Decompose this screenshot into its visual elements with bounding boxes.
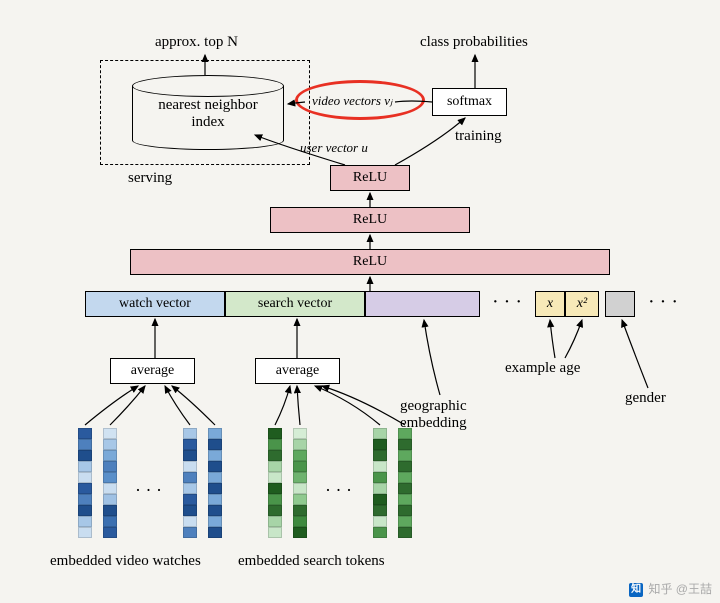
diagram-root: approx. top N class probabilities servin… <box>0 0 720 603</box>
embedding-column <box>373 428 387 538</box>
embedding-column <box>293 428 307 538</box>
emb-dots-2: · · · <box>325 480 352 501</box>
highlight-ellipse <box>295 80 425 120</box>
watermark-text: 知乎 @王喆 <box>648 582 712 596</box>
relu-3: ReLU <box>130 249 610 275</box>
softmax-label: softmax <box>447 94 492 110</box>
embedding-column <box>208 428 222 538</box>
embedding-column <box>398 428 412 538</box>
class-prob-label: class probabilities <box>420 34 528 51</box>
average-1-label: average <box>131 363 175 379</box>
nn-index-cylinder: nearest neighbor index <box>132 75 284 150</box>
nn-index-label: nearest neighbor index <box>132 97 284 131</box>
embedding-column <box>183 428 197 538</box>
relu-1: ReLU <box>330 165 410 191</box>
embedding-column <box>103 428 117 538</box>
relu-3-label: ReLU <box>353 254 387 270</box>
watch-vector-label: watch vector <box>119 296 191 312</box>
dots-2: · · · <box>648 291 678 314</box>
x2-box: x² <box>565 291 599 317</box>
average-2-label: average <box>276 363 320 379</box>
geo-label: geographic embedding <box>400 398 467 432</box>
zhihu-icon: 知 <box>629 583 643 597</box>
gender-label: gender <box>625 390 666 407</box>
search-vector-label: search vector <box>258 296 332 312</box>
geo-box <box>365 291 480 317</box>
average-1: average <box>110 358 195 384</box>
emb-video-label: embedded video watches <box>50 553 201 570</box>
relu-2: ReLU <box>270 207 470 233</box>
training-label: training <box>455 128 502 145</box>
embedding-column <box>268 428 282 538</box>
embedding-column <box>78 428 92 538</box>
gender-box <box>605 291 635 317</box>
emb-search-label: embedded search tokens <box>238 553 385 570</box>
search-vector-box: search vector <box>225 291 365 317</box>
average-2: average <box>255 358 340 384</box>
watermark: 知 知乎 @王喆 <box>629 580 712 597</box>
x2-label: x² <box>577 296 587 312</box>
x-label: x <box>547 296 553 312</box>
watch-vector-box: watch vector <box>85 291 225 317</box>
serving-label: serving <box>128 170 172 187</box>
approx-top-n-label: approx. top N <box>155 34 238 51</box>
softmax-box: softmax <box>432 88 507 116</box>
user-vector-label: user vector u <box>300 140 368 156</box>
emb-dots-1: · · · <box>135 480 162 501</box>
example-age-label: example age <box>505 360 580 377</box>
relu-2-label: ReLU <box>353 212 387 228</box>
relu-1-label: ReLU <box>353 170 387 186</box>
dots-1: · · · <box>492 291 522 314</box>
x-box: x <box>535 291 565 317</box>
